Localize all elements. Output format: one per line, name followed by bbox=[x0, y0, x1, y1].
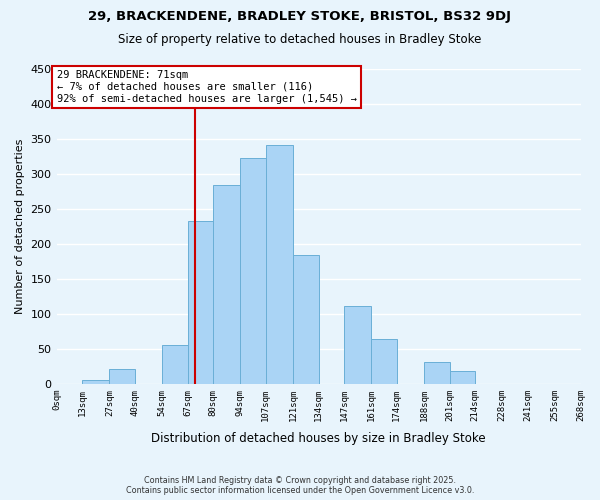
Bar bbox=[424, 362, 449, 384]
Bar bbox=[162, 344, 188, 384]
Bar bbox=[109, 369, 135, 384]
Bar bbox=[188, 222, 213, 384]
Bar bbox=[371, 339, 397, 384]
Bar bbox=[213, 185, 241, 384]
Bar bbox=[241, 158, 266, 384]
Bar bbox=[266, 144, 293, 384]
Bar bbox=[293, 255, 319, 384]
Text: 29, BRACKENDENE, BRADLEY STOKE, BRISTOL, BS32 9DJ: 29, BRACKENDENE, BRADLEY STOKE, BRISTOL,… bbox=[89, 10, 511, 23]
Bar bbox=[82, 380, 109, 384]
Text: Contains HM Land Registry data © Crown copyright and database right 2025.
Contai: Contains HM Land Registry data © Crown c… bbox=[126, 476, 474, 495]
Bar bbox=[449, 371, 475, 384]
Bar bbox=[344, 306, 371, 384]
X-axis label: Distribution of detached houses by size in Bradley Stoke: Distribution of detached houses by size … bbox=[151, 432, 486, 445]
Text: 29 BRACKENDENE: 71sqm
← 7% of detached houses are smaller (116)
92% of semi-deta: 29 BRACKENDENE: 71sqm ← 7% of detached h… bbox=[56, 70, 356, 104]
Y-axis label: Number of detached properties: Number of detached properties bbox=[15, 138, 25, 314]
Text: Size of property relative to detached houses in Bradley Stoke: Size of property relative to detached ho… bbox=[118, 32, 482, 46]
